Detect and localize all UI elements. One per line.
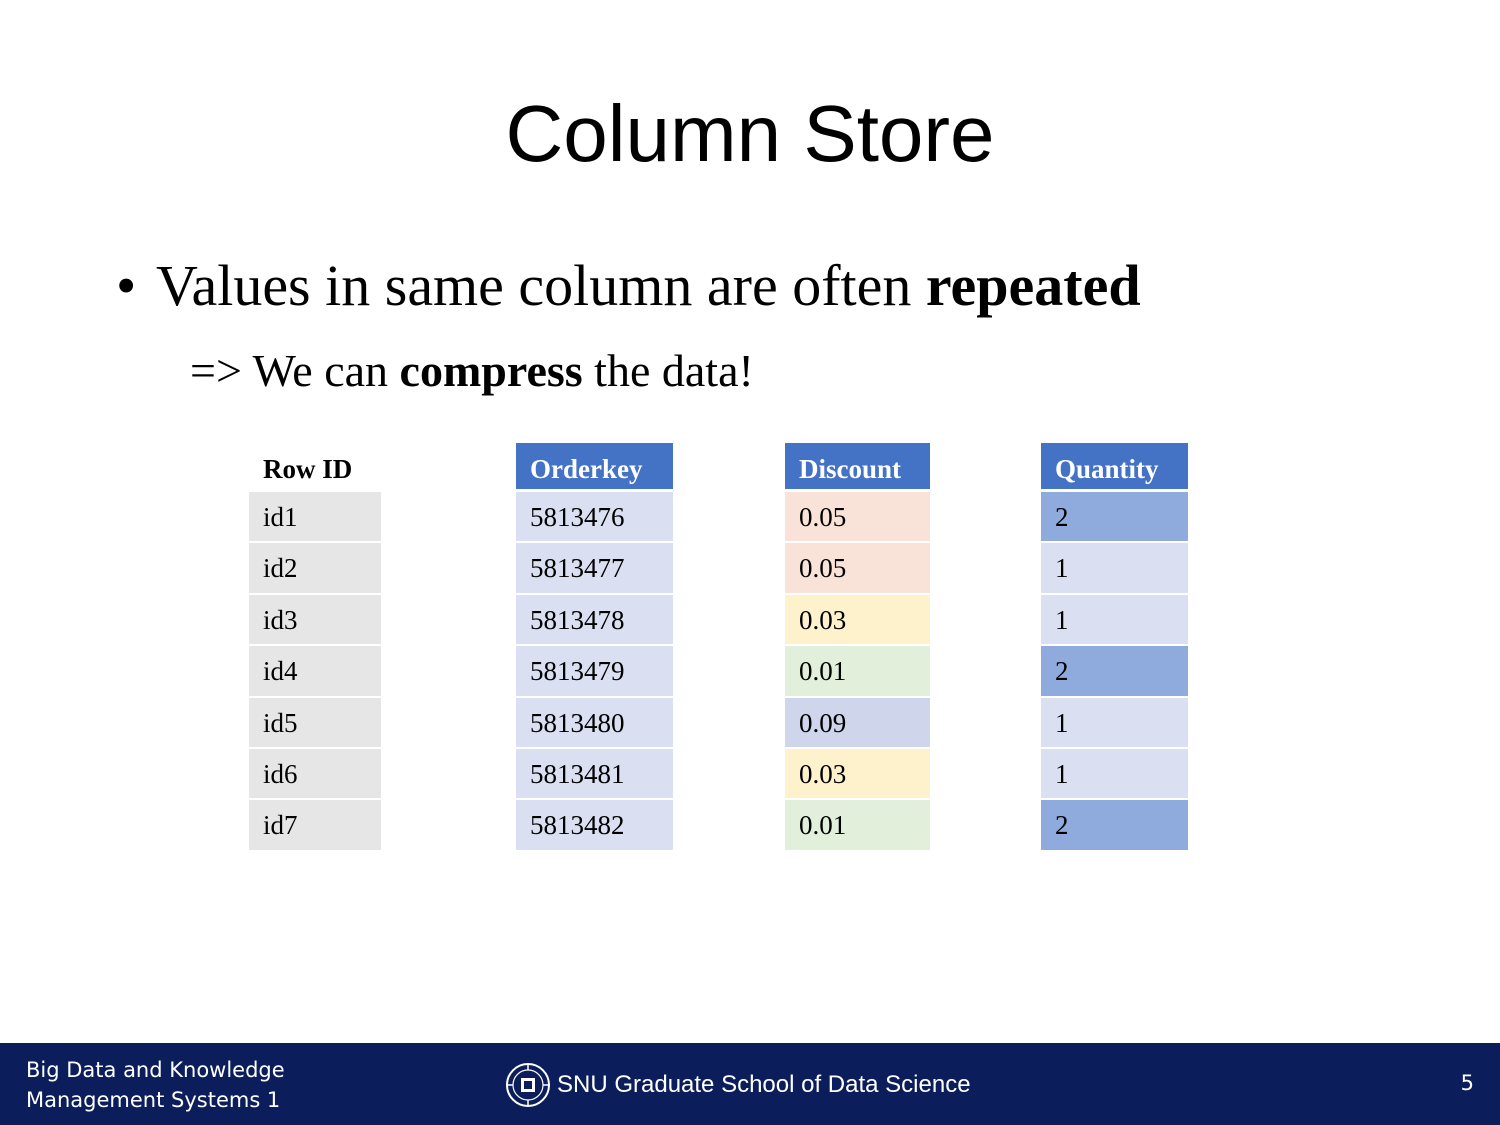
orderkey-header: Orderkey [516,443,673,492]
orderkey-cell: 5813479 [516,646,673,698]
discount-cells: 0.05 0.05 0.03 0.01 0.09 0.03 0.01 [785,492,930,852]
orderkey-column: Orderkey 5813476 5813477 5813478 5813479 581… [516,443,673,852]
orderkey-cell: 5813477 [516,543,673,595]
orderkey-cell: 5813481 [516,748,673,801]
course-name-line2: Management Systems 1 [26,1088,281,1112]
bullet-marker: • [116,253,137,318]
rowid-cell: id3 [249,594,381,647]
school-name: SNU Graduate School of Data Science [557,1071,971,1098]
bullet-repeated: • Values in same column are often repeate… [116,252,1141,320]
snu-emblem-icon [506,1063,550,1107]
bullet-bold-word: repeated [925,253,1141,318]
rowid-column: Row ID id1 id2 id3 id4 id5 id6 id7 [249,443,381,852]
quantity-header: Quantity [1041,443,1188,492]
sub-bullet-suffix: the data! [582,345,754,396]
quantity-cell: 2 [1041,646,1188,698]
orderkey-cell: 5813482 [516,800,673,852]
quantity-cell: 1 [1041,543,1188,595]
discount-cell: 0.01 [785,646,930,698]
discount-cell: 0.03 [785,748,930,801]
orderkey-cells: 5813476 5813477 5813478 5813479 5813480 58134… [516,492,673,852]
rowid-cell: id2 [249,543,381,595]
course-name: Big Data and Knowledge Management System… [26,1055,285,1115]
sub-bullet-bold-word: compress [399,345,583,396]
quantity-cell: 2 [1041,492,1188,544]
rowid-cell: id4 [249,646,381,698]
page-number: 5 [1460,1071,1474,1095]
school-branding: SNU Graduate School of Data Science [503,1061,971,1109]
discount-cell: 0.09 [785,697,930,749]
rowid-cell: id6 [249,748,381,801]
discount-cell: 0.05 [785,543,930,595]
bullet-text: Values in same column are often [156,253,926,318]
discount-header: Discount [785,443,930,492]
slide-title: Column Store [505,89,995,178]
rowid-cell: id7 [249,800,381,852]
quantity-cell: 1 [1041,697,1188,749]
sub-bullet-compress: => We can compress the data! [190,343,754,399]
rowid-cell: id1 [249,492,381,544]
course-name-line1: Big Data and Knowledge [26,1058,285,1082]
discount-cell: 0.01 [785,800,930,852]
orderkey-cell: 5813480 [516,697,673,749]
quantity-cell: 2 [1041,800,1188,852]
rowid-cell: id5 [249,697,381,749]
orderkey-cell: 5813478 [516,594,673,647]
sub-bullet-prefix: => We can [190,345,400,396]
discount-column: Discount 0.05 0.05 0.03 0.01 0.09 0.03 0.01 [785,443,930,852]
footer-bar: Big Data and Knowledge Management System… [0,1043,1500,1125]
quantity-cell: 1 [1041,594,1188,647]
discount-cell: 0.05 [785,492,930,544]
rowid-header: Row ID [249,443,381,492]
orderkey-cell: 5813476 [516,492,673,544]
discount-cell: 0.03 [785,594,930,647]
rowid-cells: id1 id2 id3 id4 id5 id6 id7 [249,492,381,852]
quantity-cell: 1 [1041,748,1188,801]
